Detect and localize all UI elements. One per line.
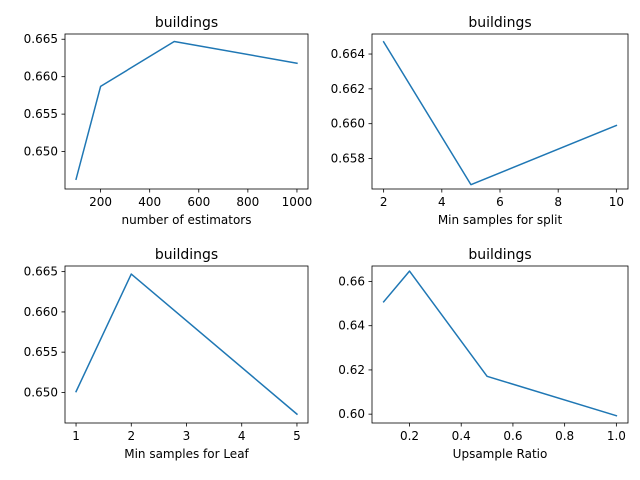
y-tick-label: 0.655 — [24, 107, 58, 121]
chart-title: buildings — [468, 15, 531, 31]
x-tick-label: 0.6 — [503, 429, 522, 443]
subplot-3: buildings 1 2 3 4 5 0.650 0.655 0.660 0.665 Min sa… — [24, 247, 309, 461]
axes-frame — [371, 265, 629, 424]
y-tick-label: 0.658 — [331, 152, 365, 166]
x-tick-label: 0.2 — [400, 429, 419, 443]
subplot-4: buildings 0.2 0.4 0.6 0.8 1.0 0.60 0.62 0.64 0.66… — [338, 247, 629, 461]
y-tick-label: 0.650 — [24, 385, 58, 399]
x-tick-label: 0.4 — [452, 429, 471, 443]
axes-frame — [64, 265, 309, 424]
y-tick-label: 0.64 — [338, 319, 365, 333]
x-tick-label: 6 — [496, 195, 504, 209]
x-tick-label: 2 — [380, 195, 388, 209]
y-tick-label: 0.662 — [331, 82, 365, 96]
y-tick-label: 0.650 — [24, 145, 58, 159]
x-tick-label: 4 — [238, 429, 246, 443]
subplot-1: buildings 200 400 600 800 1000 0.650 0.655 0.660… — [24, 15, 313, 227]
y-tick-label: 0.660 — [24, 70, 58, 84]
axes-frame — [371, 33, 629, 190]
x-tick-label: 3 — [183, 429, 191, 443]
x-tick-label: 5 — [293, 429, 301, 443]
subplot-2: buildings 2 4 6 8 10 0.658 0.660 0.662 0.664 Min s… — [331, 15, 629, 227]
x-axis-label: Min samples for Leaf — [124, 447, 249, 461]
x-tick-label: 8 — [554, 195, 562, 209]
x-tick-label: 1 — [72, 429, 80, 443]
chart-title: buildings — [468, 247, 531, 263]
x-tick-label: 0.8 — [555, 429, 574, 443]
x-tick-label: 800 — [236, 195, 259, 209]
y-tick-label: 0.665 — [24, 265, 58, 279]
series-line — [75, 273, 299, 416]
y-tick-label: 0.660 — [331, 117, 365, 131]
series-line — [75, 40, 298, 181]
x-tick-label: 1.0 — [607, 429, 626, 443]
y-tick-label: 0.665 — [24, 32, 58, 46]
y-tick-label: 0.660 — [24, 305, 58, 319]
x-axis-label: Min samples for split — [438, 213, 563, 227]
x-tick-label: 200 — [89, 195, 112, 209]
x-tick-label: 2 — [127, 429, 135, 443]
x-tick-label: 10 — [609, 195, 624, 209]
y-tick-label: 0.66 — [338, 274, 365, 288]
y-tick-label: 0.62 — [338, 363, 365, 377]
y-tick-label: 0.664 — [331, 47, 365, 61]
series-line — [382, 40, 618, 186]
x-axis-label: Upsample Ratio — [453, 447, 548, 461]
x-tick-label: 400 — [138, 195, 161, 209]
chart-title: buildings — [155, 15, 218, 31]
axes-frame — [64, 33, 309, 190]
series-line — [382, 270, 618, 417]
x-tick-label: 1000 — [282, 195, 313, 209]
x-tick-label: 4 — [438, 195, 446, 209]
x-axis-label: number of estimators — [122, 213, 252, 227]
chart-title: buildings — [155, 247, 218, 263]
y-tick-label: 0.60 — [338, 407, 365, 421]
y-tick-label: 0.655 — [24, 345, 58, 359]
x-tick-label: 600 — [187, 195, 210, 209]
